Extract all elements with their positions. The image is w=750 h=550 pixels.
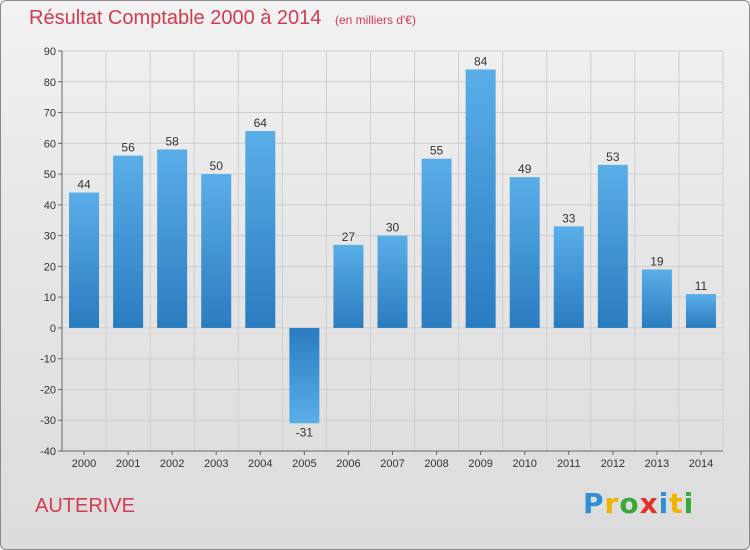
y-tick-label: 70 [44,108,56,120]
bar-2007 [377,235,408,328]
bar-2006 [333,244,364,328]
y-tick-label: 20 [44,261,56,273]
bar-2009 [465,69,496,328]
value-label: 50 [210,159,224,173]
logo-letter: t [669,487,684,520]
x-tick-label: 2006 [336,458,360,470]
value-label: 27 [342,230,356,244]
bar-2004 [245,131,276,328]
y-tick-label: -20 [40,384,56,396]
bar-2008 [421,158,452,328]
y-tick-label: 0 [50,323,56,335]
bar-2014 [685,294,716,328]
y-tick-label: 10 [44,292,56,304]
x-tick-label: 2001 [116,458,140,470]
value-label: 11 [695,279,708,293]
commune-name: AUTERIVE [35,495,136,517]
chart-subtitle: (en milliers d'€) [334,13,416,27]
logo-letter: o [619,487,640,520]
logo-letter: i [683,487,695,520]
x-tick-label: 2008 [424,458,448,470]
value-label: 58 [165,134,179,148]
value-label: 84 [474,54,488,68]
y-tick-label: 60 [44,138,56,150]
bar-2003 [201,174,232,328]
y-tick-label: -10 [40,354,56,366]
bar-2010 [509,177,540,328]
logo-letter: P [583,487,605,520]
y-tick-label: 90 [44,46,56,58]
bar-2011 [553,226,584,328]
value-label: 33 [562,211,576,225]
value-label: -31 [296,425,314,439]
chart-title-text: Résultat Comptable 2000 à 2014 [29,7,322,29]
y-tick-label: 40 [44,200,56,212]
value-label: 19 [650,254,664,268]
value-label: 30 [386,221,400,235]
x-tick-label: 2009 [468,458,492,470]
y-tick-label: 30 [44,231,56,243]
x-tick-label: 2012 [601,458,625,470]
value-label: 53 [606,150,620,164]
logo-letter: i [658,487,670,520]
bar-2001 [113,155,144,328]
y-tick-label: -30 [40,415,56,427]
x-tick-label: 2011 [557,458,581,470]
y-tick-label: 50 [44,169,56,181]
y-tick-label: -40 [40,446,56,458]
x-tick-label: 2000 [72,458,96,470]
x-tick-label: 2007 [380,458,404,470]
x-tick-label: 2005 [292,458,316,470]
value-label: 56 [121,141,135,155]
y-tick-label: 80 [44,77,56,89]
value-label: 55 [430,144,444,158]
logo-letter: r [604,487,620,520]
bar-2000 [69,192,100,328]
logo-letter: x [639,487,659,520]
value-label: 49 [518,162,532,176]
x-tick-label: 2004 [248,458,272,470]
bar-2013 [641,269,672,328]
bar-2002 [157,149,188,328]
x-tick-label: 2014 [689,458,713,470]
x-tick-label: 2010 [512,458,536,470]
bar-2012 [597,164,628,328]
x-tick-label: 2002 [160,458,184,470]
value-label: 64 [254,116,268,130]
value-label: 44 [77,178,91,192]
x-tick-label: 2003 [204,458,228,470]
proxiti-logo: Proxiti [583,487,694,520]
x-tick-label: 2013 [645,458,669,470]
chart-title: Résultat Comptable 2000 à 2014 (en milli… [29,7,416,30]
bar-2005 [289,327,320,424]
